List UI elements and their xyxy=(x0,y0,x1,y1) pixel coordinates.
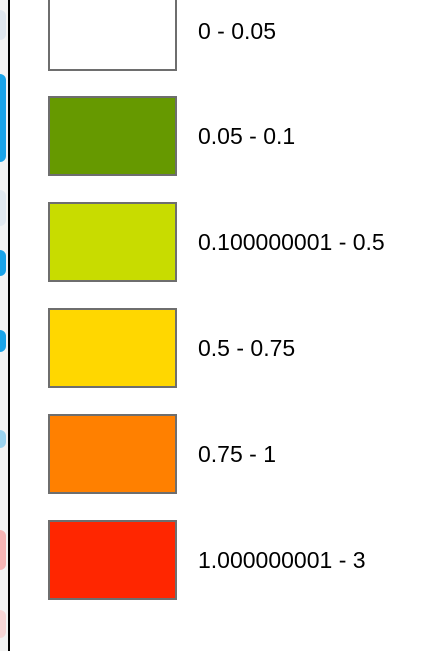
legend-swatch xyxy=(48,96,177,176)
legend-swatch xyxy=(48,414,177,494)
legend-label: 0.05 - 0.1 xyxy=(198,123,296,149)
map-feature xyxy=(0,10,6,40)
legend-swatch xyxy=(48,520,177,600)
legend-swatch xyxy=(48,308,177,388)
legend-item: 0.05 - 0.1 xyxy=(48,96,438,178)
legend-label: 0 - 0.05 xyxy=(198,18,276,44)
legend-item: 1.000000001 - 3 xyxy=(48,520,438,602)
legend-item: 0.100000001 - 0.5 xyxy=(48,202,438,284)
map-canvas-edge[interactable] xyxy=(0,0,8,651)
legend-swatch xyxy=(48,202,177,282)
legend-border xyxy=(8,0,10,651)
map-feature xyxy=(0,530,6,570)
legend-item: 0 - 0.05 xyxy=(48,0,438,73)
legend-label: 0.100000001 - 0.5 xyxy=(198,229,385,255)
map-feature xyxy=(0,190,6,226)
map-water-feature xyxy=(0,430,6,448)
legend-item: 0.75 - 1 xyxy=(48,414,438,496)
legend-label: 0.75 - 1 xyxy=(198,441,276,467)
map-water-feature xyxy=(0,250,6,276)
map-water-feature xyxy=(0,74,6,162)
map-water-feature xyxy=(0,330,6,352)
legend-label: 1.000000001 - 3 xyxy=(198,547,366,573)
legend-item: 0.5 - 0.75 xyxy=(48,308,438,390)
legend-swatch xyxy=(48,0,177,71)
map-feature xyxy=(0,610,6,638)
map-legend: 0 - 0.05 0.05 - 0.1 0.100000001 - 0.5 0.… xyxy=(10,0,447,651)
legend-label: 0.5 - 0.75 xyxy=(198,335,296,361)
